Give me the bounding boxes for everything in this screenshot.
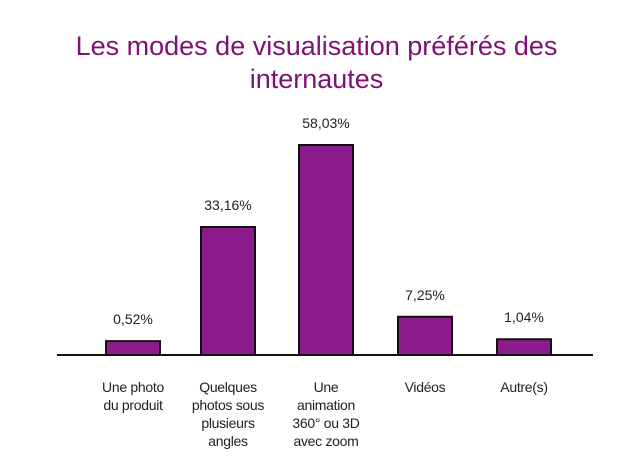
data-label: 33,16% <box>204 197 251 213</box>
bar <box>298 144 354 356</box>
bar <box>105 340 161 357</box>
category-label: Vidéos <box>404 379 446 395</box>
data-label: 1,04% <box>504 309 544 325</box>
category-label: Autre(s) <box>500 379 548 395</box>
bar <box>397 315 453 357</box>
chart-title: Les modes de visualisation préférés des … <box>75 31 558 94</box>
category-label: Quelques photos sous plusieurs angles <box>191 379 265 449</box>
bar <box>496 338 552 356</box>
category-label: Une photo du produit <box>102 379 164 413</box>
data-label: 0,52% <box>113 311 153 327</box>
data-label: 58,03% <box>302 115 349 131</box>
bar <box>200 226 256 356</box>
category-label: Une animation 360° ou 3D avec zoom <box>292 379 360 449</box>
data-label: 7,25% <box>405 287 445 303</box>
